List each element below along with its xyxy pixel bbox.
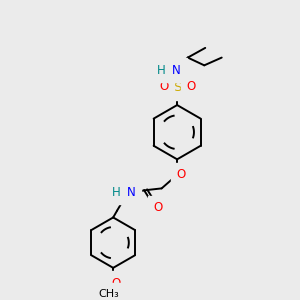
Text: O: O (153, 201, 162, 214)
Text: H: H (112, 186, 121, 199)
Text: CH₃: CH₃ (98, 289, 119, 299)
Text: H: H (157, 64, 166, 77)
Text: O: O (112, 277, 121, 290)
Text: N: N (172, 64, 181, 77)
Text: O: O (159, 80, 168, 93)
Text: N: N (127, 186, 136, 199)
Text: S: S (173, 81, 181, 94)
Text: O: O (186, 80, 195, 93)
Text: O: O (176, 168, 186, 181)
